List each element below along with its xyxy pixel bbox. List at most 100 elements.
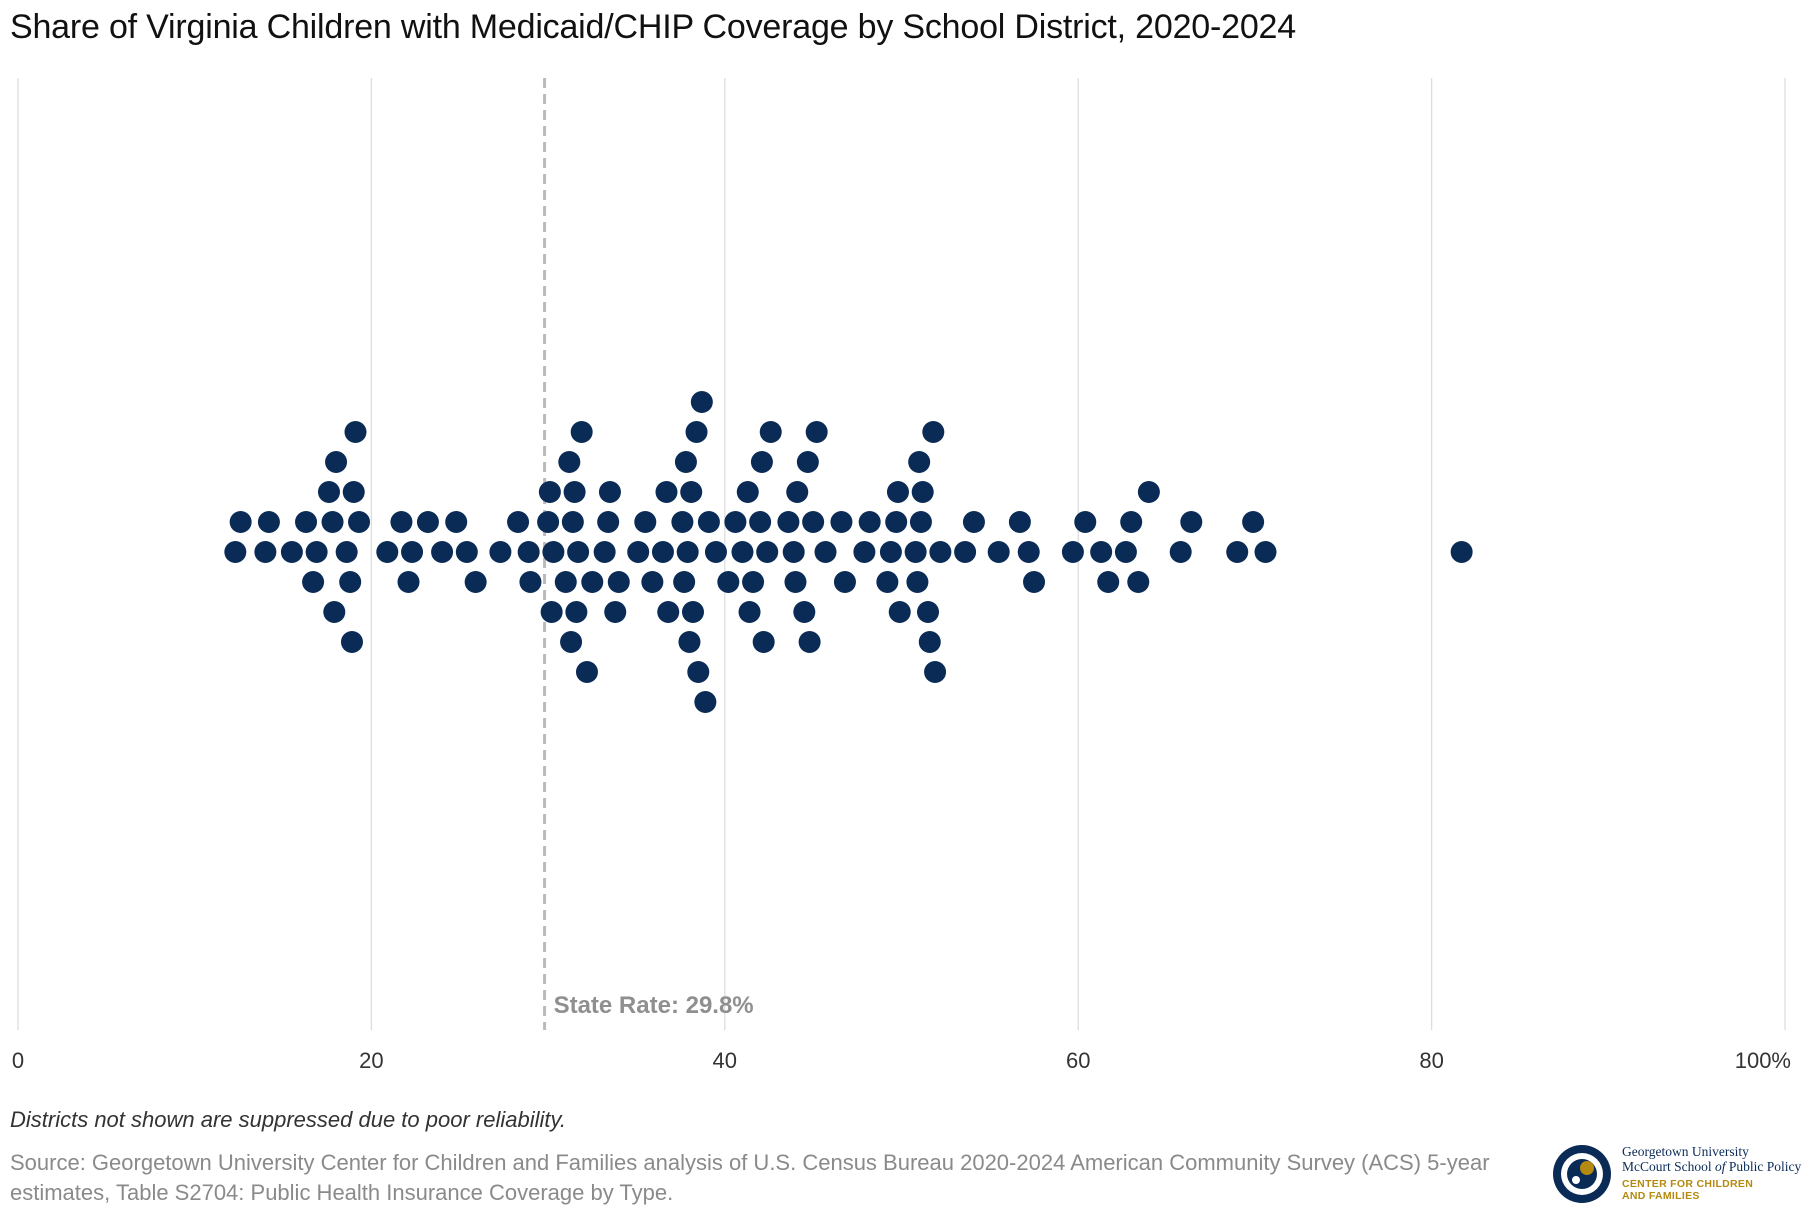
district-point[interactable]	[1061, 541, 1084, 563]
district-point[interactable]	[254, 541, 277, 563]
district-point[interactable]	[909, 511, 932, 533]
district-point[interactable]	[1242, 511, 1265, 533]
district-point[interactable]	[1450, 541, 1473, 563]
district-point[interactable]	[455, 541, 478, 563]
district-point[interactable]	[1226, 541, 1249, 563]
district-point[interactable]	[786, 481, 809, 503]
district-point[interactable]	[416, 511, 439, 533]
district-point[interactable]	[565, 601, 588, 623]
district-point[interactable]	[558, 451, 581, 473]
district-point[interactable]	[607, 571, 630, 593]
district-point[interactable]	[917, 601, 940, 623]
district-point[interactable]	[563, 481, 586, 503]
district-point[interactable]	[634, 511, 657, 533]
district-point[interactable]	[798, 631, 821, 653]
district-point[interactable]	[317, 481, 340, 503]
district-point[interactable]	[1127, 571, 1150, 593]
district-point[interactable]	[929, 541, 952, 563]
district-point[interactable]	[830, 511, 853, 533]
district-point[interactable]	[229, 511, 252, 533]
district-point[interactable]	[335, 541, 358, 563]
district-point[interactable]	[1023, 571, 1046, 593]
district-point[interactable]	[1008, 511, 1031, 533]
district-point[interactable]	[431, 541, 454, 563]
district-point[interactable]	[339, 571, 362, 593]
district-point[interactable]	[323, 601, 346, 623]
district-point[interactable]	[1097, 571, 1120, 593]
district-point[interactable]	[742, 571, 765, 593]
district-point[interactable]	[752, 631, 775, 653]
district-point[interactable]	[507, 511, 530, 533]
district-point[interactable]	[560, 631, 583, 653]
district-point[interactable]	[348, 511, 371, 533]
district-point[interactable]	[1137, 481, 1160, 503]
district-point[interactable]	[641, 571, 664, 593]
district-point[interactable]	[987, 541, 1010, 563]
district-point[interactable]	[922, 421, 945, 443]
district-point[interactable]	[876, 571, 899, 593]
district-point[interactable]	[674, 451, 697, 473]
district-point[interactable]	[561, 511, 584, 533]
district-point[interactable]	[464, 571, 487, 593]
district-point[interactable]	[687, 661, 710, 683]
district-point[interactable]	[1074, 511, 1097, 533]
district-point[interactable]	[671, 511, 694, 533]
district-point[interactable]	[731, 541, 754, 563]
district-point[interactable]	[954, 541, 977, 563]
district-point[interactable]	[680, 481, 703, 503]
district-point[interactable]	[962, 511, 985, 533]
district-point[interactable]	[924, 661, 947, 683]
district-point[interactable]	[445, 511, 468, 533]
district-point[interactable]	[793, 601, 816, 623]
district-point[interactable]	[853, 541, 876, 563]
district-point[interactable]	[538, 481, 561, 503]
district-point[interactable]	[1254, 541, 1277, 563]
district-point[interactable]	[581, 571, 604, 593]
district-point[interactable]	[542, 541, 565, 563]
district-point[interactable]	[537, 511, 560, 533]
district-point[interactable]	[655, 481, 678, 503]
district-point[interactable]	[814, 541, 837, 563]
district-point[interactable]	[858, 511, 881, 533]
district-point[interactable]	[694, 691, 717, 713]
district-point[interactable]	[756, 541, 779, 563]
district-point[interactable]	[401, 541, 424, 563]
district-point[interactable]	[678, 631, 701, 653]
district-point[interactable]	[598, 481, 621, 503]
district-point[interactable]	[676, 541, 699, 563]
district-point[interactable]	[325, 451, 348, 473]
district-point[interactable]	[736, 481, 759, 503]
district-point[interactable]	[802, 511, 825, 533]
district-point[interactable]	[657, 601, 680, 623]
district-point[interactable]	[704, 541, 727, 563]
district-point[interactable]	[906, 571, 929, 593]
district-point[interactable]	[597, 511, 620, 533]
district-point[interactable]	[305, 541, 328, 563]
district-point[interactable]	[911, 481, 934, 503]
district-point[interactable]	[833, 571, 856, 593]
district-point[interactable]	[280, 541, 303, 563]
district-point[interactable]	[376, 541, 399, 563]
district-point[interactable]	[1017, 541, 1040, 563]
district-point[interactable]	[397, 571, 420, 593]
district-point[interactable]	[554, 571, 577, 593]
district-point[interactable]	[918, 631, 941, 653]
district-point[interactable]	[777, 511, 800, 533]
district-point[interactable]	[540, 601, 563, 623]
district-point[interactable]	[717, 571, 740, 593]
district-point[interactable]	[517, 541, 540, 563]
district-point[interactable]	[651, 541, 674, 563]
district-point[interactable]	[782, 541, 805, 563]
district-point[interactable]	[302, 571, 325, 593]
district-point[interactable]	[321, 511, 344, 533]
district-point[interactable]	[295, 511, 318, 533]
district-point[interactable]	[570, 421, 593, 443]
district-point[interactable]	[340, 631, 363, 653]
district-point[interactable]	[567, 541, 590, 563]
district-point[interactable]	[224, 541, 247, 563]
district-point[interactable]	[796, 451, 819, 473]
district-point[interactable]	[342, 481, 365, 503]
district-point[interactable]	[697, 511, 720, 533]
district-point[interactable]	[344, 421, 367, 443]
district-point[interactable]	[681, 601, 704, 623]
